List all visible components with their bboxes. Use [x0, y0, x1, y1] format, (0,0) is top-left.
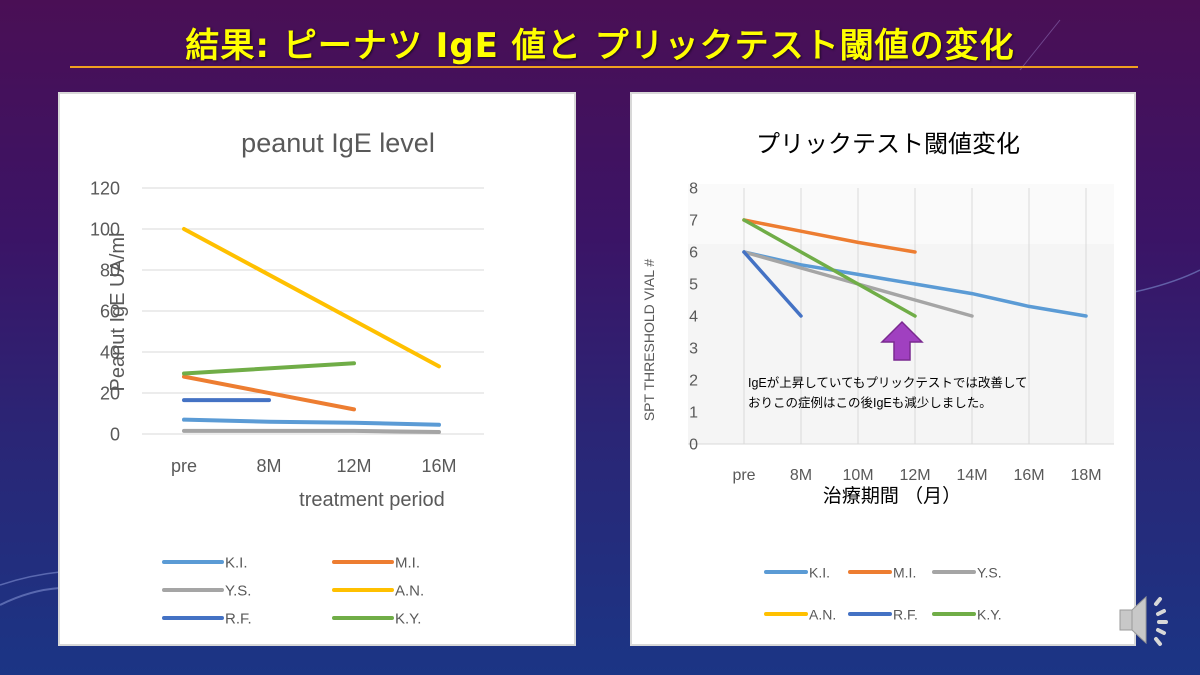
- legend-label: R.F.: [225, 611, 252, 628]
- series-line-ys: [182, 428, 441, 434]
- series-line-mi: [742, 218, 917, 254]
- y-tick-label: 2: [689, 373, 698, 390]
- legend-label: K.Y.: [977, 606, 1002, 622]
- x-tick-label: pre: [732, 467, 755, 484]
- y-tick-label: 8: [689, 181, 698, 198]
- series-line-rf: [742, 250, 803, 318]
- series-line-ki: [182, 417, 441, 427]
- y-axis-label: Peanut IgE UA/ml: [107, 233, 129, 392]
- series-line-ki: [742, 250, 1088, 318]
- y-tick-label: 7: [689, 213, 698, 230]
- x-axis-label: 治療期間 （月）: [823, 485, 961, 507]
- x-tick-label: 18M: [1070, 467, 1101, 484]
- y-tick-label: 100: [90, 219, 120, 239]
- chart-title: peanut IgE level: [241, 128, 435, 158]
- annotation-line-2: おりこの症例はこの後IgEも減少しました。: [748, 395, 992, 410]
- legend-label: Y.S.: [225, 583, 251, 600]
- annotation-line-1: IgEが上昇していてもプリックテストでは改善して: [748, 375, 1028, 390]
- y-tick-label: 1: [689, 405, 698, 422]
- x-tick-label: 12M: [336, 456, 371, 476]
- series-line-mi: [182, 374, 356, 412]
- series-line-ky: [742, 218, 917, 318]
- x-tick-label: 14M: [956, 467, 987, 484]
- ige-chart-panel: peanut IgE level 0 20 40 60 80 100 120 pre 8M 12…: [58, 92, 576, 646]
- x-tick-label: 8M: [256, 456, 281, 476]
- x-tick-label: 16M: [421, 456, 456, 476]
- legend-label: K.I.: [225, 555, 248, 572]
- x-axis-label: treatment period: [299, 489, 445, 511]
- series-line-ky: [182, 361, 356, 376]
- legend-label: K.Y.: [395, 611, 421, 628]
- x-tick-label: 10M: [842, 467, 873, 484]
- x-tick-label: 12M: [899, 467, 930, 484]
- speaker-icon[interactable]: [1116, 590, 1178, 650]
- y-tick-label: 0: [110, 424, 120, 444]
- y-tick-label: 5: [689, 277, 698, 294]
- spt-chart-panel: プリックテスト閾値変化 0 1 2 3 4 5 6 7 8 pre 8M 10M 12M 14M 16M 1…: [630, 92, 1136, 646]
- y-tick-label: 3: [689, 341, 698, 358]
- legend-label: A.N.: [395, 583, 424, 600]
- x-tick-label: pre: [171, 456, 197, 476]
- legend-label: A.N.: [809, 606, 836, 622]
- y-tick-label: 40: [100, 342, 120, 362]
- x-tick-label: 8M: [790, 467, 812, 484]
- y-tick-label: 6: [689, 245, 698, 262]
- y-tick-label: 80: [100, 260, 120, 280]
- legend-label: Y.S.: [977, 564, 1002, 580]
- y-tick-label: 0: [689, 437, 698, 454]
- title-divider: [70, 66, 1138, 68]
- chart-title: プリックテスト閾値変化: [756, 131, 1020, 158]
- legend-label: R.F.: [893, 606, 918, 622]
- legend-label: M.I.: [893, 564, 916, 580]
- y-tick-label: 120: [90, 178, 120, 198]
- x-tick-label: 16M: [1013, 467, 1044, 484]
- legend-label: K.I.: [809, 564, 830, 580]
- y-tick-label: 4: [689, 309, 698, 326]
- spt-line-chart: プリックテスト閾値変化 0 1 2 3 4 5 6 7 8 pre 8M 10M 12M 14M 16M 1…: [641, 131, 1114, 622]
- slide-title: 結果: ピーナツ IgE 値と プリックテスト閾値の変化: [185, 26, 1015, 66]
- y-axis-label: SPT THRESHOLD VIAL #: [641, 259, 657, 422]
- up-arrow-icon: [880, 320, 924, 361]
- plot-band: [688, 184, 1114, 244]
- ige-line-chart: peanut IgE level 0 20 40 60 80 100 120 pre 8M 12…: [90, 128, 484, 628]
- series-line-an: [182, 227, 441, 369]
- legend-label: M.I.: [395, 555, 420, 572]
- y-tick-label: 60: [100, 301, 120, 321]
- y-tick-label: 20: [100, 383, 120, 403]
